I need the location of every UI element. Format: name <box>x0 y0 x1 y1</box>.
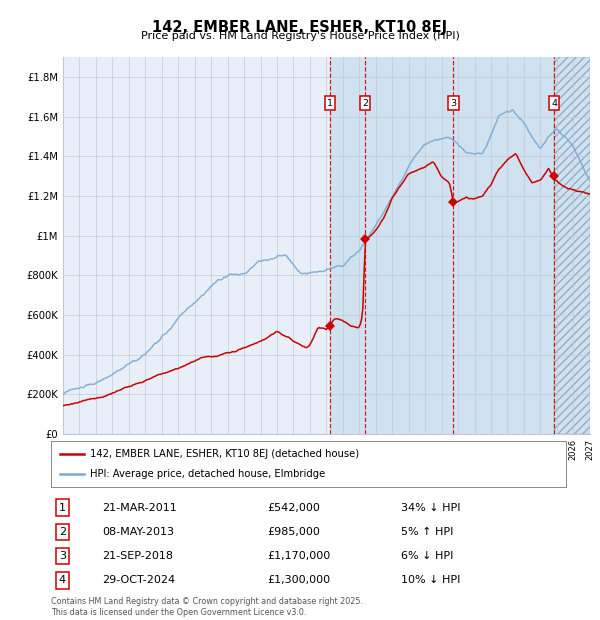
Bar <box>554 57 590 434</box>
Text: £1,170,000: £1,170,000 <box>267 551 331 561</box>
Text: 3: 3 <box>59 551 66 561</box>
Text: 10% ↓ HPI: 10% ↓ HPI <box>401 575 460 585</box>
Text: 1: 1 <box>59 503 66 513</box>
Text: 2: 2 <box>59 527 66 537</box>
Bar <box>330 57 554 434</box>
Text: 3: 3 <box>451 99 457 107</box>
Text: £542,000: £542,000 <box>267 503 320 513</box>
Text: 21-MAR-2011: 21-MAR-2011 <box>103 503 177 513</box>
Text: 4: 4 <box>551 99 557 107</box>
Text: 142, EMBER LANE, ESHER, KT10 8EJ (detached house): 142, EMBER LANE, ESHER, KT10 8EJ (detach… <box>89 449 359 459</box>
Text: 34% ↓ HPI: 34% ↓ HPI <box>401 503 461 513</box>
Text: 4: 4 <box>59 575 66 585</box>
Text: 1: 1 <box>327 99 333 107</box>
Text: Contains HM Land Registry data © Crown copyright and database right 2025.
This d: Contains HM Land Registry data © Crown c… <box>51 598 363 617</box>
Text: £985,000: £985,000 <box>267 527 320 537</box>
Text: 29-OCT-2024: 29-OCT-2024 <box>103 575 176 585</box>
Text: £1,300,000: £1,300,000 <box>267 575 331 585</box>
Text: Price paid vs. HM Land Registry's House Price Index (HPI): Price paid vs. HM Land Registry's House … <box>140 31 460 41</box>
Text: 142, EMBER LANE, ESHER, KT10 8EJ: 142, EMBER LANE, ESHER, KT10 8EJ <box>152 20 448 35</box>
Text: HPI: Average price, detached house, Elmbridge: HPI: Average price, detached house, Elmb… <box>89 469 325 479</box>
Text: 6% ↓ HPI: 6% ↓ HPI <box>401 551 454 561</box>
Text: 2: 2 <box>362 99 368 107</box>
FancyBboxPatch shape <box>51 441 566 487</box>
Text: 5% ↑ HPI: 5% ↑ HPI <box>401 527 454 537</box>
Text: 08-MAY-2013: 08-MAY-2013 <box>103 527 175 537</box>
Text: 21-SEP-2018: 21-SEP-2018 <box>103 551 173 561</box>
